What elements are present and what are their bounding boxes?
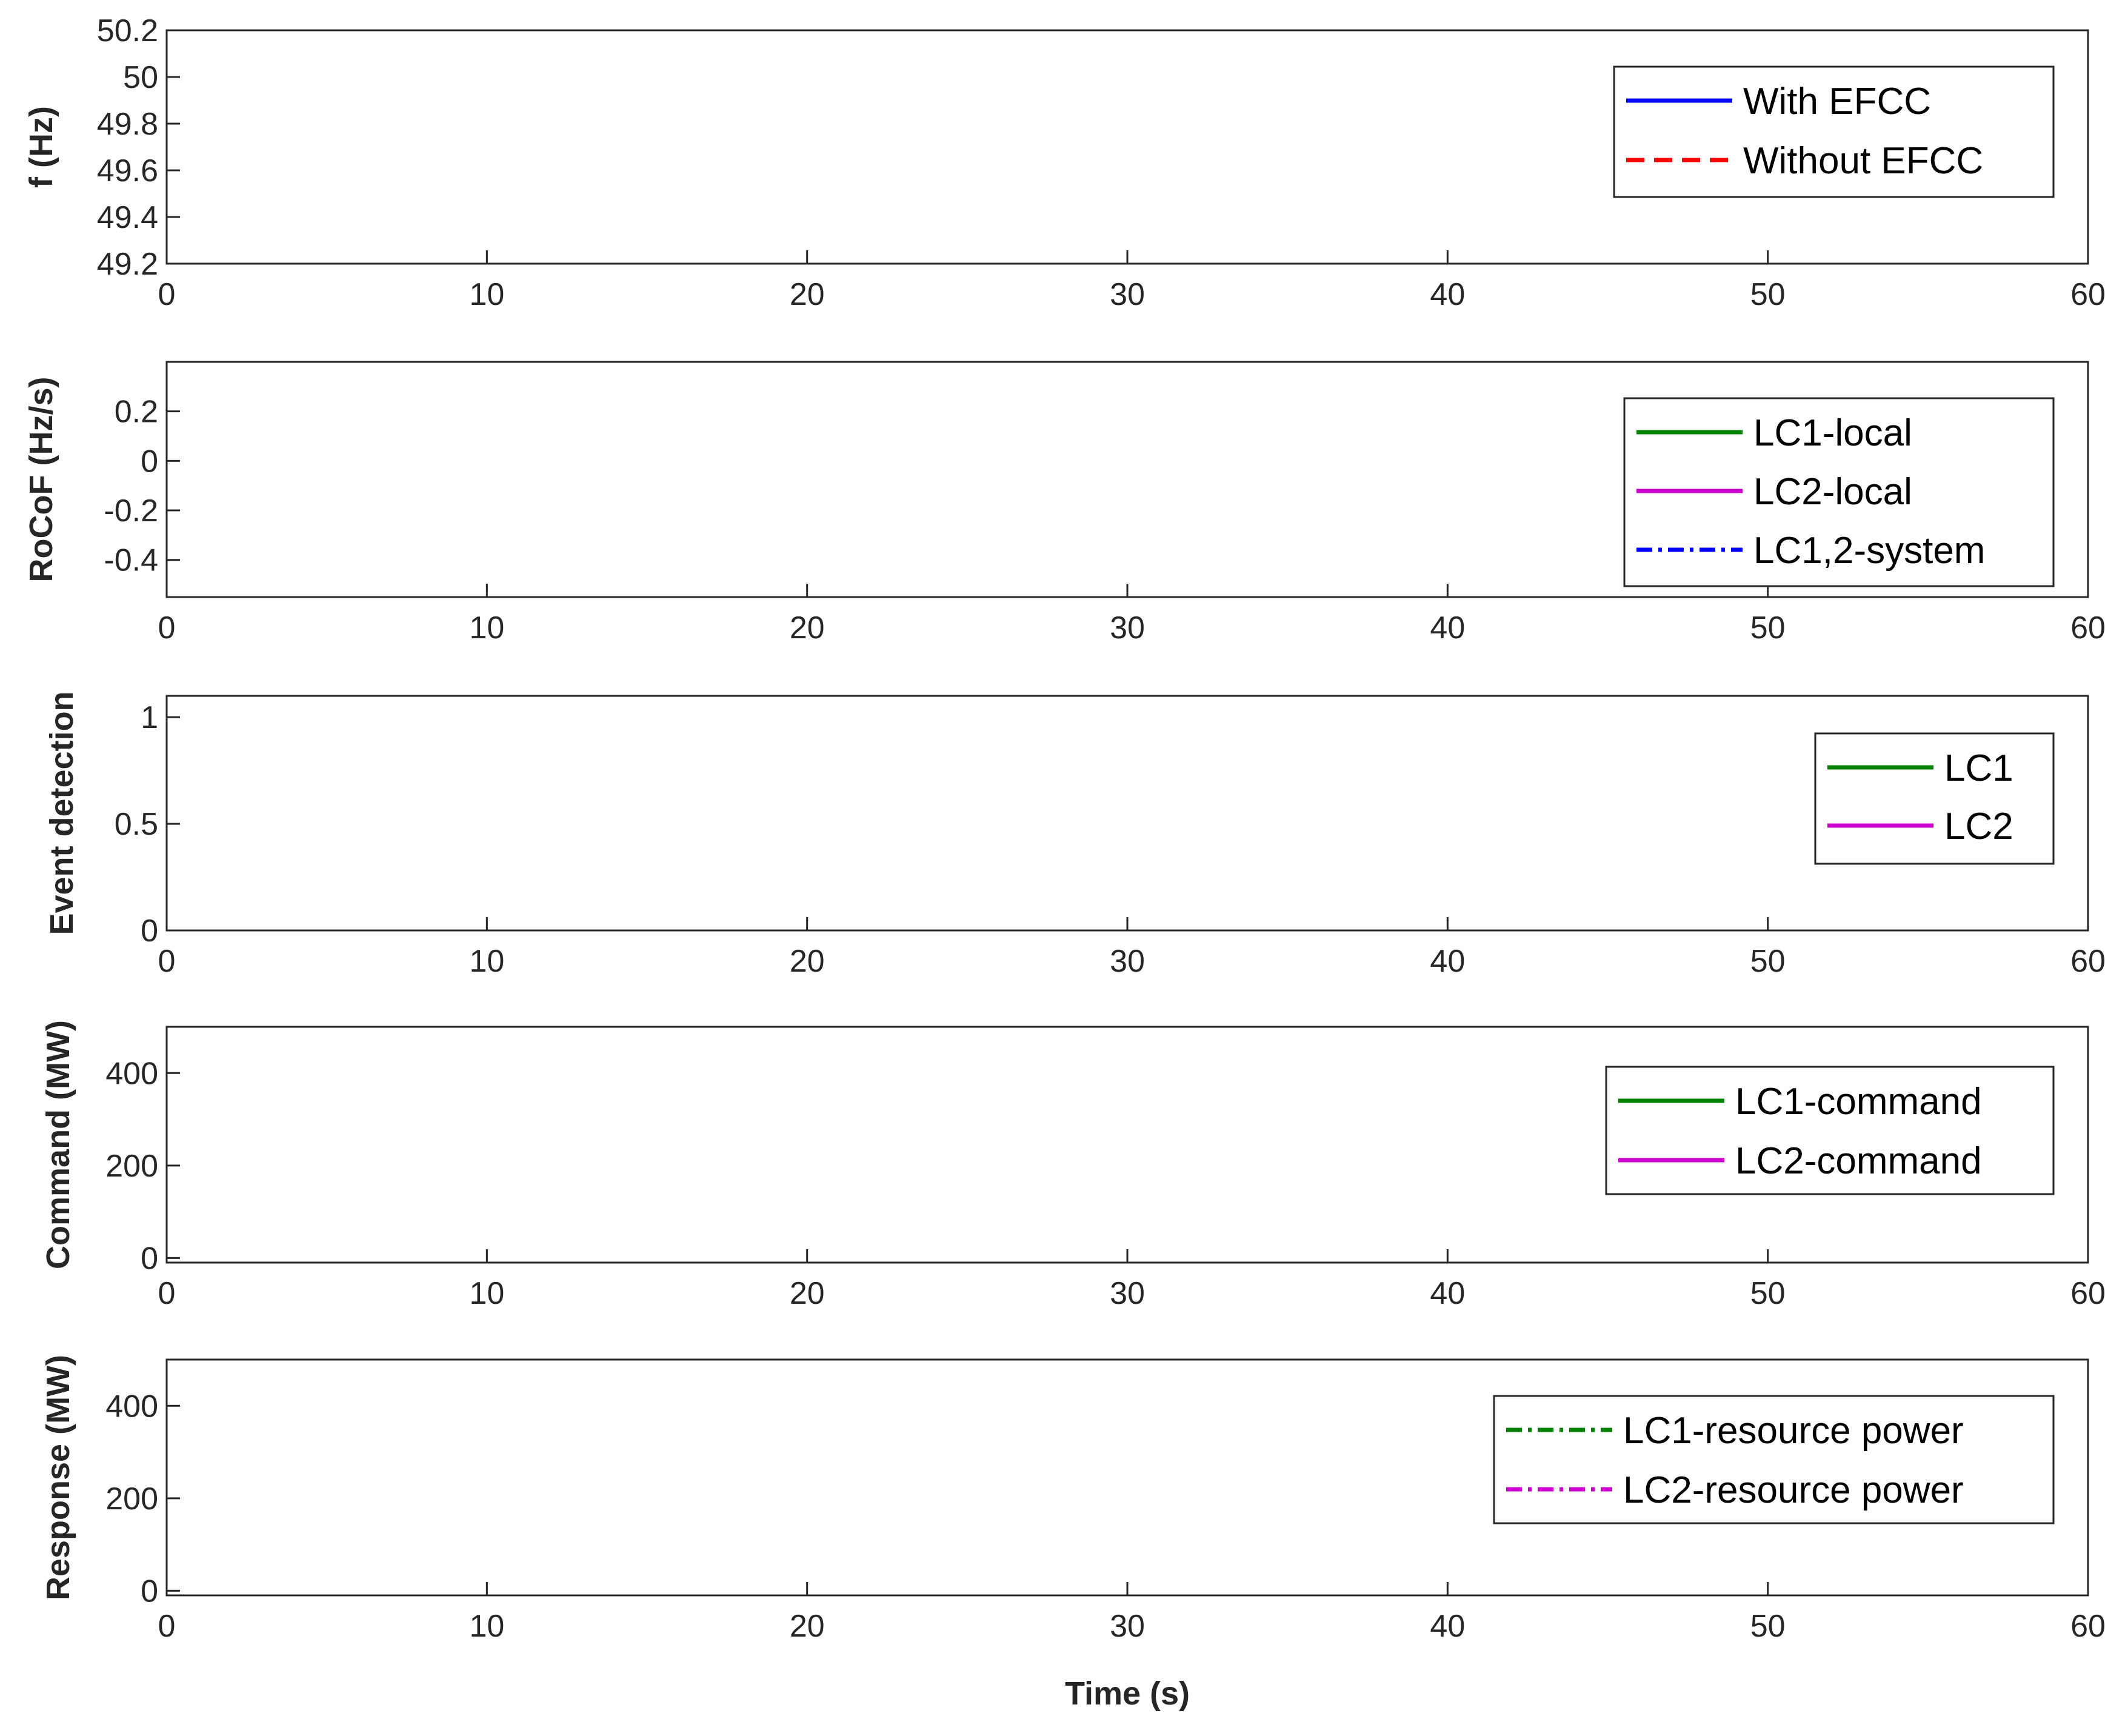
plot-frame (165, 695, 2089, 932)
y-tick-label: -0.4 (104, 543, 158, 578)
y-tick-label: 0 (141, 1241, 158, 1276)
legend-entry-label: LC2-resource power (1623, 1469, 1964, 1511)
x-tick-label: 30 (1110, 1276, 1145, 1311)
x-tick-label: 20 (790, 277, 825, 312)
legend-box (1605, 1066, 2055, 1195)
x-tick-label: 0 (158, 1609, 176, 1644)
x-tick-label: 40 (1430, 1276, 1465, 1311)
x-tick-label: 50 (1750, 277, 1786, 312)
y-tick-label: 0.5 (115, 807, 158, 842)
x-tick-label: 50 (1750, 944, 1786, 979)
x-tick-label: 30 (1110, 277, 1145, 312)
legend-entry-label: Without EFCC (1743, 140, 1983, 182)
x-tick-label: 50 (1750, 1609, 1786, 1644)
y-axis-label: f (Hz) (23, 106, 59, 188)
legend-entry-label: LC2 (1944, 806, 2013, 847)
legend-entry-label: With EFCC (1743, 81, 1931, 122)
x-tick-label: 40 (1430, 944, 1465, 979)
y-tick-label: 200 (105, 1481, 158, 1517)
legend: LC1-local LC2-local LC1,2-system (1623, 397, 2055, 587)
y-tick-label: -0.2 (104, 493, 158, 529)
x-tick-label: 60 (2070, 277, 2106, 312)
x-tick-label: 20 (790, 944, 825, 979)
y-tick-label: 49.4 (97, 200, 158, 235)
x-tick-label: 40 (1430, 277, 1465, 312)
legend-entry-label: LC1 (1944, 747, 2013, 789)
y-tick-label: 49.2 (97, 247, 158, 282)
y-tick-label: 49.6 (97, 153, 158, 189)
x-tick-label: 40 (1430, 1609, 1465, 1644)
legend-box (1814, 732, 2055, 865)
x-tick-label: 50 (1750, 610, 1786, 646)
x-tick-label: 10 (469, 944, 504, 979)
y-tick-label: 0 (141, 913, 158, 949)
legend: LC1-resource power LC2-resource power (1493, 1395, 2055, 1524)
legend-entry-label: LC1-local (1753, 412, 1912, 454)
y-tick-label: 0.2 (115, 395, 158, 430)
x-tick-label: 30 (1110, 1609, 1145, 1644)
x-tick-label: 10 (469, 610, 504, 646)
x-axis-label: Time (s) (1065, 1675, 1190, 1712)
y-tick-label: 49.8 (97, 107, 158, 142)
x-tick-label: 20 (790, 1276, 825, 1311)
x-tick-label: 20 (790, 1609, 825, 1644)
y-axis-label: Command (MW) (40, 1020, 76, 1269)
x-tick-label: 10 (469, 1609, 504, 1644)
legend-entry-label: LC2-local (1753, 471, 1912, 513)
y-axis-label: Event detection (44, 691, 80, 935)
legend-box (1493, 1395, 2055, 1524)
y-tick-label: 400 (105, 1056, 158, 1091)
y-tick-label: 0 (141, 444, 158, 479)
y-axis-label: RoCoF (Hz/s) (23, 377, 59, 583)
legend: With EFCC Without EFCC (1613, 65, 2055, 198)
x-tick-label: 10 (469, 1276, 504, 1311)
legend-entry-label: LC2-command (1735, 1140, 1982, 1182)
x-tick-label: 40 (1430, 610, 1465, 646)
x-tick-label: 20 (790, 610, 825, 646)
subplot-5: 0 10 20 30 40 50 60 0 200 400 Response (MW) Time (s… (40, 1355, 2106, 1712)
x-tick-label: 60 (2070, 1609, 2106, 1644)
y-tick-label: 400 (105, 1389, 158, 1424)
subplot-2: 0 10 20 30 40 50 60 -0.4 -0.2 0 0.2 RoCoF (Hz/s) LC1… (23, 361, 2106, 646)
subplot-1: 0 10 20 30 40 50 60 49.2 49.4 49.6 49.8 50 50.2 f (Hz… (23, 13, 2106, 312)
x-tick-label: 30 (1110, 944, 1145, 979)
subplot-4: 0 10 20 30 40 50 60 0 200 400 Command (MW) LC1-comm… (40, 1020, 2106, 1311)
x-tick-label: 60 (2070, 944, 2106, 979)
x-tick-label: 10 (469, 277, 504, 312)
y-tick-label: 50.2 (97, 13, 158, 48)
legend-box (1613, 65, 2055, 198)
legend-entry-label: LC1-resource power (1623, 1410, 1964, 1452)
x-tick-label: 60 (2070, 1276, 2106, 1311)
legend: LC1-command LC2-command (1605, 1066, 2055, 1195)
y-tick-label: 1 (141, 700, 158, 735)
x-tick-label: 50 (1750, 1276, 1786, 1311)
x-tick-label: 60 (2070, 610, 2106, 646)
y-tick-label: 0 (141, 1574, 158, 1609)
legend-entry-label: LC1,2-system (1753, 530, 1985, 572)
x-tick-label: 0 (158, 277, 176, 312)
y-axis-label: Response (MW) (40, 1355, 76, 1600)
x-tick-label: 0 (158, 610, 176, 646)
y-tick-label: 200 (105, 1149, 158, 1184)
x-tick-label: 30 (1110, 610, 1145, 646)
x-tick-label: 0 (158, 1276, 176, 1311)
x-tick-label: 0 (158, 944, 176, 979)
y-tick-label: 50 (123, 60, 158, 95)
legend-entry-label: LC1-command (1735, 1081, 1982, 1123)
